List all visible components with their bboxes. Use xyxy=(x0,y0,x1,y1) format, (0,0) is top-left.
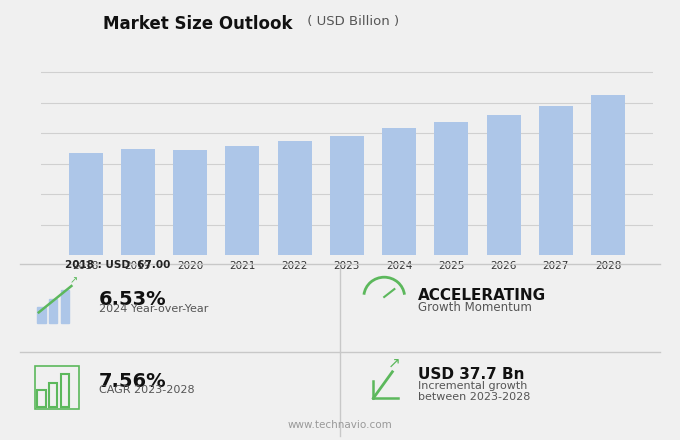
Bar xyxy=(330,136,364,255)
Bar xyxy=(435,122,469,255)
Bar xyxy=(173,150,207,255)
Text: CAGR 2023-2028: CAGR 2023-2028 xyxy=(99,385,194,395)
Text: ↗: ↗ xyxy=(388,356,400,371)
Bar xyxy=(382,128,416,255)
Text: USD 37.7 Bn: USD 37.7 Bn xyxy=(418,367,525,382)
Text: 2018 : USD  67.00: 2018 : USD 67.00 xyxy=(65,260,170,271)
Bar xyxy=(487,115,520,255)
Text: 2024 Year-over-Year: 2024 Year-over-Year xyxy=(99,304,208,314)
Text: 6.53%: 6.53% xyxy=(99,290,166,309)
Bar xyxy=(591,95,625,255)
Bar xyxy=(277,141,311,255)
Text: Market Size Outlook: Market Size Outlook xyxy=(103,15,292,33)
Text: ACCELERATING: ACCELERATING xyxy=(418,288,546,303)
Bar xyxy=(225,146,259,255)
Bar xyxy=(539,106,573,255)
Bar xyxy=(69,153,103,255)
Text: ( USD Billion ): ( USD Billion ) xyxy=(303,15,398,29)
Text: Incremental growth
between 2023-2028: Incremental growth between 2023-2028 xyxy=(418,381,530,402)
Text: www.technavio.com: www.technavio.com xyxy=(288,420,392,430)
Text: Growth Momentum: Growth Momentum xyxy=(418,301,532,315)
Text: ↗: ↗ xyxy=(70,275,78,285)
Bar xyxy=(121,149,155,255)
Text: 7.56%: 7.56% xyxy=(99,372,166,391)
